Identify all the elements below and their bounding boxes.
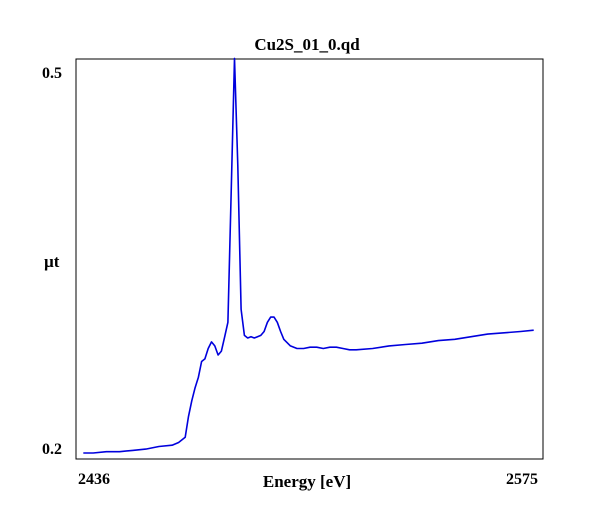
plot-frame bbox=[75, 58, 544, 460]
x-tick-label-min: 2436 bbox=[78, 471, 110, 488]
y-tick-label-min: 0.2 bbox=[42, 441, 62, 458]
y-axis-label: µt bbox=[44, 252, 60, 271]
series-line-0 bbox=[83, 57, 534, 454]
y-tick-label-max: 0.5 bbox=[42, 65, 62, 82]
x-axis-label: Energy [eV] bbox=[263, 472, 351, 491]
series-layer bbox=[83, 57, 534, 454]
x-tick-label-max: 2575 bbox=[506, 471, 538, 488]
chart-title: Cu2S_01_0.qd bbox=[254, 35, 360, 54]
